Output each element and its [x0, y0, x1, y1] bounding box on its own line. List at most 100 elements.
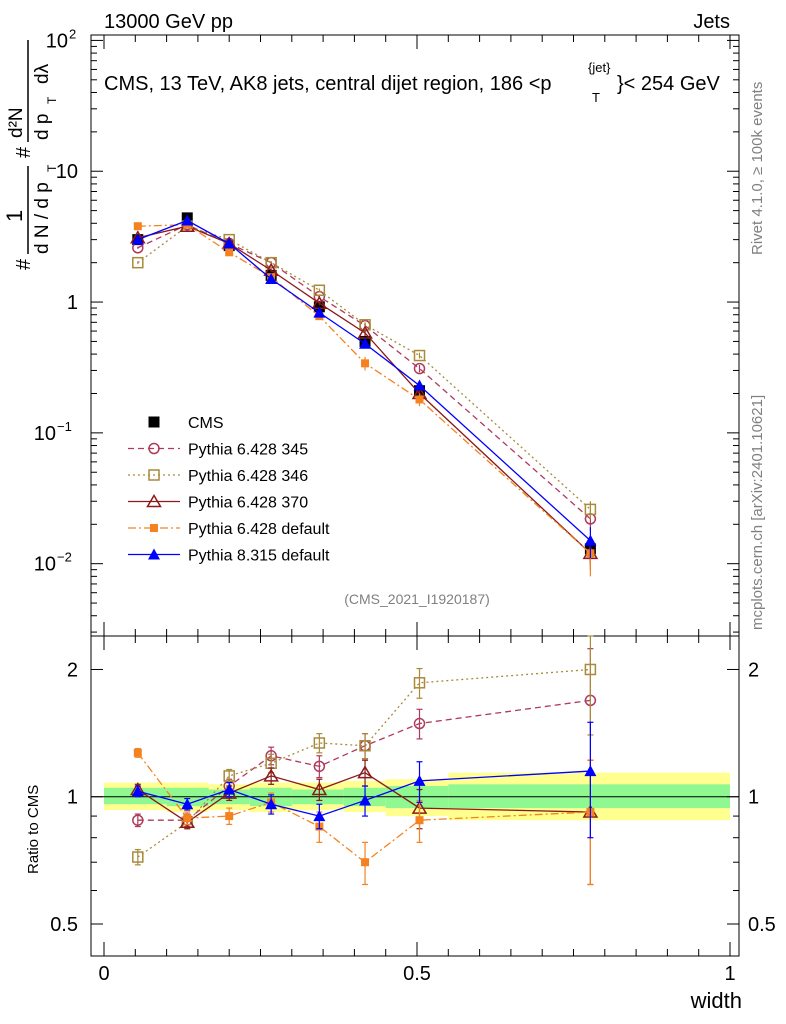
main-y-tick-exponent: 2	[69, 26, 76, 41]
plot-title: CMS, 13 TeV, AK8 jets, central dijet reg…	[104, 73, 552, 95]
ratio-data-point-p8	[131, 785, 144, 797]
main-data-point-p346	[359, 319, 371, 331]
ratio-data-point-p345	[413, 717, 426, 730]
legend-label-p8: Pythia 8.315 default	[188, 548, 330, 565]
ratio-data-point-p345	[132, 814, 144, 826]
legend-label-cms: CMS	[188, 415, 224, 432]
main-y-tick-label: 10	[34, 423, 56, 445]
ratio-y-tick-label-right: 0.5	[748, 914, 776, 936]
series-line-p370	[137, 225, 591, 554]
legend-entry-p370: Pythia 6.428 370	[128, 494, 308, 512]
main-data-point-p8	[584, 534, 597, 546]
main-data-point-p6def	[415, 395, 424, 404]
ratio-y-tick-label: 1	[67, 787, 78, 809]
ratio-data-point-p8	[313, 810, 326, 822]
main-data-point-p346	[265, 256, 277, 269]
main-data-point-p6def	[133, 222, 142, 231]
ratio-band-inner-bin	[448, 784, 730, 809]
x-tick-label: 0.5	[403, 963, 431, 985]
main-data-point-p346	[413, 349, 426, 362]
legend-marker-p370	[146, 494, 162, 508]
ratio-data-point-p346	[413, 677, 426, 689]
ratio-axis-ticks: 0.5 0.5 1 1 2 2 0 0.5 1	[50, 636, 776, 985]
main-y-tick-exponent: −2	[57, 550, 72, 565]
ratio-data-point-p8	[265, 798, 278, 810]
plot-title-tail: }< 254 GeV	[617, 73, 721, 95]
ratio-series-p346	[132, 635, 597, 866]
ratio-y-tick-label: 2	[67, 659, 78, 681]
ratio-data-point-p346	[584, 663, 597, 676]
main-series-group	[129, 212, 599, 577]
ratio-data-point-p6def	[415, 816, 424, 825]
main-data-point-p346	[313, 284, 326, 297]
legend-entry-p345: Pythia 6.428 345	[128, 442, 308, 459]
main-data-point-p8	[413, 379, 426, 391]
ratio-line-p8	[137, 770, 591, 817]
ratio-data-point-p8	[359, 794, 372, 806]
ratio-data-point-p6def	[225, 812, 234, 821]
rivet-version-label: Rivet 4.1.0, ≥ 100k events	[749, 82, 766, 255]
y-label-dN: d²N	[6, 107, 27, 138]
main-y-tick-label: 1	[67, 292, 78, 314]
series-line-p345	[137, 224, 591, 520]
ratio-data-point-p346	[359, 740, 371, 752]
main-data-point-p8	[313, 306, 326, 318]
ratio-data-point-p8	[584, 765, 597, 777]
main-series-p8	[131, 214, 597, 559]
legend-entry-p6def: Pythia 6.428 default	[128, 521, 330, 538]
x-tick-label: 0	[98, 963, 109, 985]
main-data-point-p345	[413, 362, 426, 375]
y-label-dlambda: dλ	[32, 63, 53, 84]
ratio-series-p8	[131, 721, 597, 839]
ratio-data-point-p346	[223, 770, 235, 782]
ratio-series-group	[129, 635, 599, 886]
plot-title-superscript: {jet}	[588, 60, 611, 75]
ratio-data-point-p8	[413, 774, 426, 786]
ratio-data-point-p6def	[183, 814, 192, 823]
analysis-id-watermark: (CMS_2021_I1920187)	[344, 591, 490, 607]
energy-label: 13000 GeV pp	[104, 11, 233, 33]
ratio-data-point-p370	[263, 768, 279, 782]
y-label-denominator-subscript: T	[45, 164, 59, 172]
legend: CMS Pythia 6.428 345 Pythia 6.428 346 Pythi…	[128, 415, 330, 565]
main-plot-frame	[90, 34, 740, 637]
legend-marker-p345	[148, 442, 160, 455]
ratio-data-point-p6def	[361, 858, 370, 867]
ratio-data-point-p8	[181, 798, 194, 810]
main-data-point-p8	[131, 233, 144, 245]
y-label-denominator: d N / d p	[32, 182, 53, 254]
main-y-tick-label: 10	[56, 161, 78, 183]
main-y-tick-exponent: −1	[57, 419, 72, 434]
legend-label-p370: Pythia 6.428 370	[188, 495, 308, 512]
legend-marker-p6def	[150, 524, 158, 532]
ratio-line-p370	[137, 771, 591, 824]
ratio-line-p345	[137, 699, 591, 821]
mcplots-reference-label: mcplots.cern.ch [arXiv:2401.10621]	[749, 395, 766, 630]
ratio-data-point-p8	[223, 783, 236, 795]
legend-label-p6def: Pythia 6.428 default	[188, 521, 330, 538]
legend-marker-p346	[148, 469, 160, 481]
legend-label-p346: Pythia 6.428 346	[188, 468, 308, 485]
y-label-dpt-subscript: T	[45, 96, 59, 104]
y-label-dpt: d p	[32, 114, 53, 140]
ratio-y-axis-label: Ratio to CMS	[25, 785, 42, 874]
main-y-tick-label: 10	[46, 30, 68, 52]
main-data-point-p8	[223, 237, 236, 249]
category-label: Jets	[693, 11, 730, 33]
x-tick-label: 1	[724, 963, 735, 985]
series-line-p6def	[137, 224, 591, 554]
y-label-numerator-one: 1	[2, 210, 27, 222]
ratio-data-point-p6def	[133, 748, 142, 757]
ratio-data-point-p370	[357, 765, 373, 779]
x-axis-label: width	[690, 988, 742, 1013]
main-data-point-p346	[132, 256, 144, 269]
main-y-tick-label: 10	[34, 554, 56, 576]
legend-marker-cms	[148, 416, 160, 428]
legend-entry-p8: Pythia 8.315 default	[128, 548, 330, 565]
ratio-plot-frame	[90, 635, 740, 957]
legend-label-p345: Pythia 6.428 345	[188, 442, 308, 459]
ratio-y-tick-label-right: 1	[748, 787, 759, 809]
ratio-data-point-p346	[313, 737, 326, 749]
